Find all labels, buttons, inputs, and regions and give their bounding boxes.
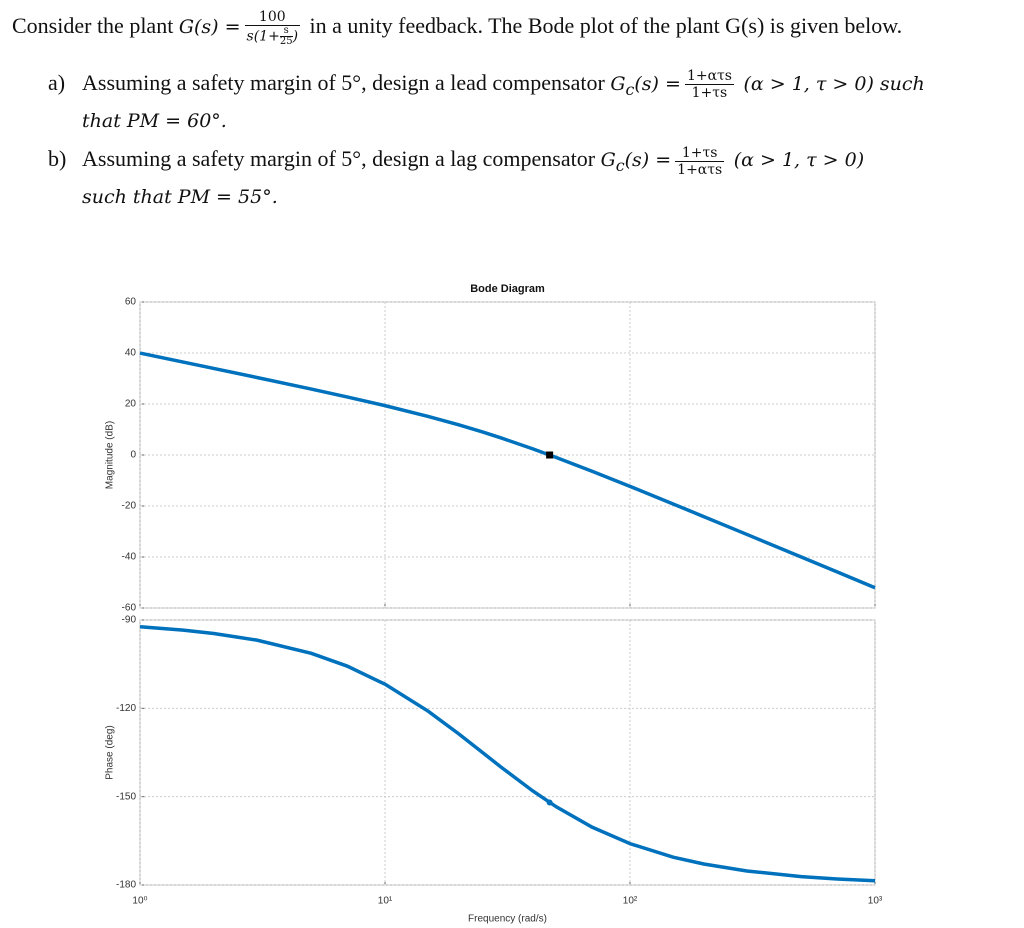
text: Consider the plant — [12, 13, 174, 38]
math: Gc(s) = — [600, 149, 672, 175]
math: c — [625, 79, 635, 99]
math: s(1+ — [246, 28, 280, 45]
item-label: a) — [48, 70, 66, 95]
y-tick-label: -20 — [122, 501, 137, 512]
y-tick-label: -40 — [122, 552, 137, 563]
problem: Consider the plant G(s) = 100 s(1+ s 25) in … — [12, 8, 952, 214]
item: a) Assuming a safety margin of 5°, desig… — [12, 65, 952, 137]
y-axis-label: Magnitude (dB) — [105, 421, 116, 489]
y-tick-label: -180 — [116, 880, 136, 891]
math: G — [600, 149, 616, 172]
intro: Consider the plant G(s) = 100 s(1+ s 25) in … — [12, 8, 952, 47]
bode-chart: Bode Diagram -60 -40 -20 0 20 40 60 Magnitude (d… — [105, 283, 883, 925]
fraction: 100 s(1+ s 25) — [244, 9, 301, 47]
fraction: 1+ατs 1+τs — [684, 68, 734, 102]
math: (s) = — [624, 149, 672, 172]
x-tick-label: 10³ — [868, 896, 883, 907]
fraction: 1+τs 1+ατs — [675, 145, 725, 178]
numerator: s — [279, 26, 293, 37]
fraction: s 25 — [279, 26, 293, 47]
math: (α > 1, τ > 0) — [733, 149, 865, 172]
denominator: 1+ατs — [677, 161, 723, 178]
y-tick-label: -60 — [122, 603, 137, 614]
math: (s) = — [634, 73, 681, 95]
line — [139, 624, 876, 883]
y-tick-label: 0 — [130, 450, 136, 461]
item: b) Assuming a safety margin of 5°, desig… — [12, 141, 952, 213]
numerator: 1+τs — [675, 145, 725, 162]
x-tick-label: 10² — [623, 896, 638, 907]
denominator: 1+τs — [691, 85, 728, 102]
text: Assuming a safety margin of 5°, design a… — [82, 146, 596, 172]
y-tick-label: -120 — [116, 703, 136, 714]
text: Assuming a safety margin of 5°, design a… — [82, 70, 605, 95]
x-tick-label: 10⁰ — [132, 896, 147, 907]
denominator: 25 — [279, 36, 293, 47]
y-tick-label: 20 — [125, 399, 137, 410]
x-axis-label: Frequency (rad/s) — [468, 914, 547, 925]
plot-area — [139, 619, 876, 886]
math: G(s) = — [178, 16, 241, 38]
math: (α > 1, τ > 0) such that PM = 60°. — [82, 73, 925, 133]
y-tick-label: 40 — [125, 348, 137, 359]
marker — [546, 451, 554, 459]
marker — [546, 799, 553, 806]
chart-title: Bode Diagram — [470, 283, 545, 295]
math: ) — [292, 28, 299, 45]
text: in a unity feedback. The Bode plot of th… — [309, 13, 903, 38]
x-tick-label: 10¹ — [378, 896, 393, 907]
math: G — [610, 73, 626, 95]
y-tick-label: -150 — [116, 791, 136, 802]
y-axis-label: Phase (deg) — [105, 725, 116, 779]
y-tick-label: -90 — [122, 615, 137, 626]
line — [139, 351, 876, 590]
math: c — [615, 156, 625, 176]
numerator: 100 — [244, 9, 301, 26]
math: Gc(s) = — [610, 73, 681, 99]
math: such that PM = 55°. — [82, 186, 278, 209]
numerator: 1+ατs — [684, 68, 734, 86]
denominator: s(1+ s 25) — [245, 26, 301, 47]
item-label: b) — [48, 146, 67, 172]
y-tick-label: 60 — [125, 297, 137, 308]
